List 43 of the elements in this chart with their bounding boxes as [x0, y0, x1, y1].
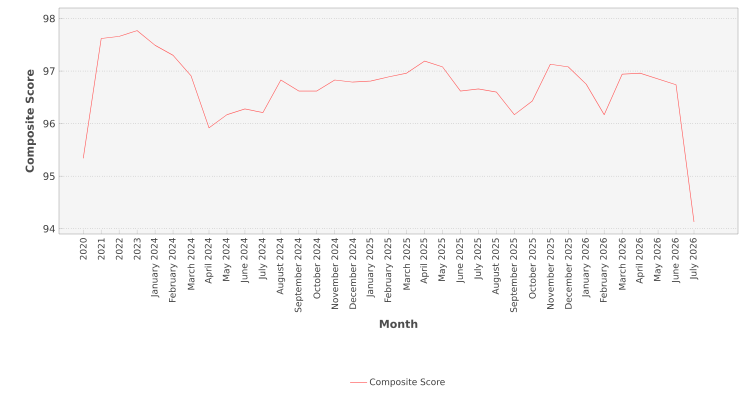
x-tick-label: August 2024 [276, 238, 286, 295]
x-tick-label: July 2025 [474, 238, 483, 280]
x-tick-label: December 2025 [564, 238, 572, 309]
x-tick-label: March 2026 [618, 238, 626, 290]
x-tick-label: October 2025 [528, 238, 536, 299]
x-tick-label: July 2024 [258, 238, 268, 280]
x-tick-label: August 2025 [492, 238, 501, 295]
y-tick-label: 97 [43, 67, 55, 75]
x-tick-label: 2021 [98, 238, 105, 260]
y-axis-title: Composite Score [25, 70, 36, 172]
x-axis-title: Month [380, 320, 418, 328]
x-tick-label: April 2026 [636, 238, 644, 284]
x-tick-label: May 2024 [222, 238, 232, 281]
x-tick-label: July 2026 [690, 238, 698, 280]
x-tick-label: February 2024 [168, 238, 178, 302]
x-tick-label: April 2024 [204, 238, 214, 284]
x-tick-label: 2023 [134, 238, 141, 260]
x-tick-label: 2020 [80, 238, 87, 260]
x-tick-label: February 2025 [384, 238, 393, 302]
y-tick-label: 98 [43, 14, 55, 22]
x-tick-label: 2022 [116, 238, 123, 260]
x-tick-label: February 2026 [600, 238, 609, 302]
y-tick-label: 95 [43, 172, 55, 180]
x-tick-label: September 2025 [510, 238, 519, 312]
x-tick-label: June 2024 [240, 238, 250, 284]
x-tick-label: January 2026 [582, 238, 590, 298]
y-tick-label: 96 [43, 120, 55, 128]
x-tick-label: March 2025 [403, 238, 410, 290]
x-tick-label: October 2024 [313, 238, 320, 299]
x-tick-label: May 2025 [438, 238, 447, 281]
x-tick-label: January 2024 [150, 238, 160, 298]
legend-label: Composite Score [370, 378, 445, 387]
x-tick-label: May 2026 [654, 238, 662, 281]
x-tick-label: November 2024 [331, 238, 338, 309]
x-tick-label: September 2024 [294, 238, 304, 312]
x-tick-label: March 2024 [188, 238, 194, 290]
x-tick-label: January 2025 [366, 238, 375, 298]
x-tick-label: December 2024 [349, 238, 356, 309]
x-tick-label: November 2025 [546, 238, 554, 309]
x-tick-label: April 2025 [420, 238, 429, 284]
x-tick-label: June 2025 [456, 238, 465, 284]
x-tick-label: June 2026 [672, 238, 680, 284]
y-tick-label: 94 [43, 224, 55, 233]
